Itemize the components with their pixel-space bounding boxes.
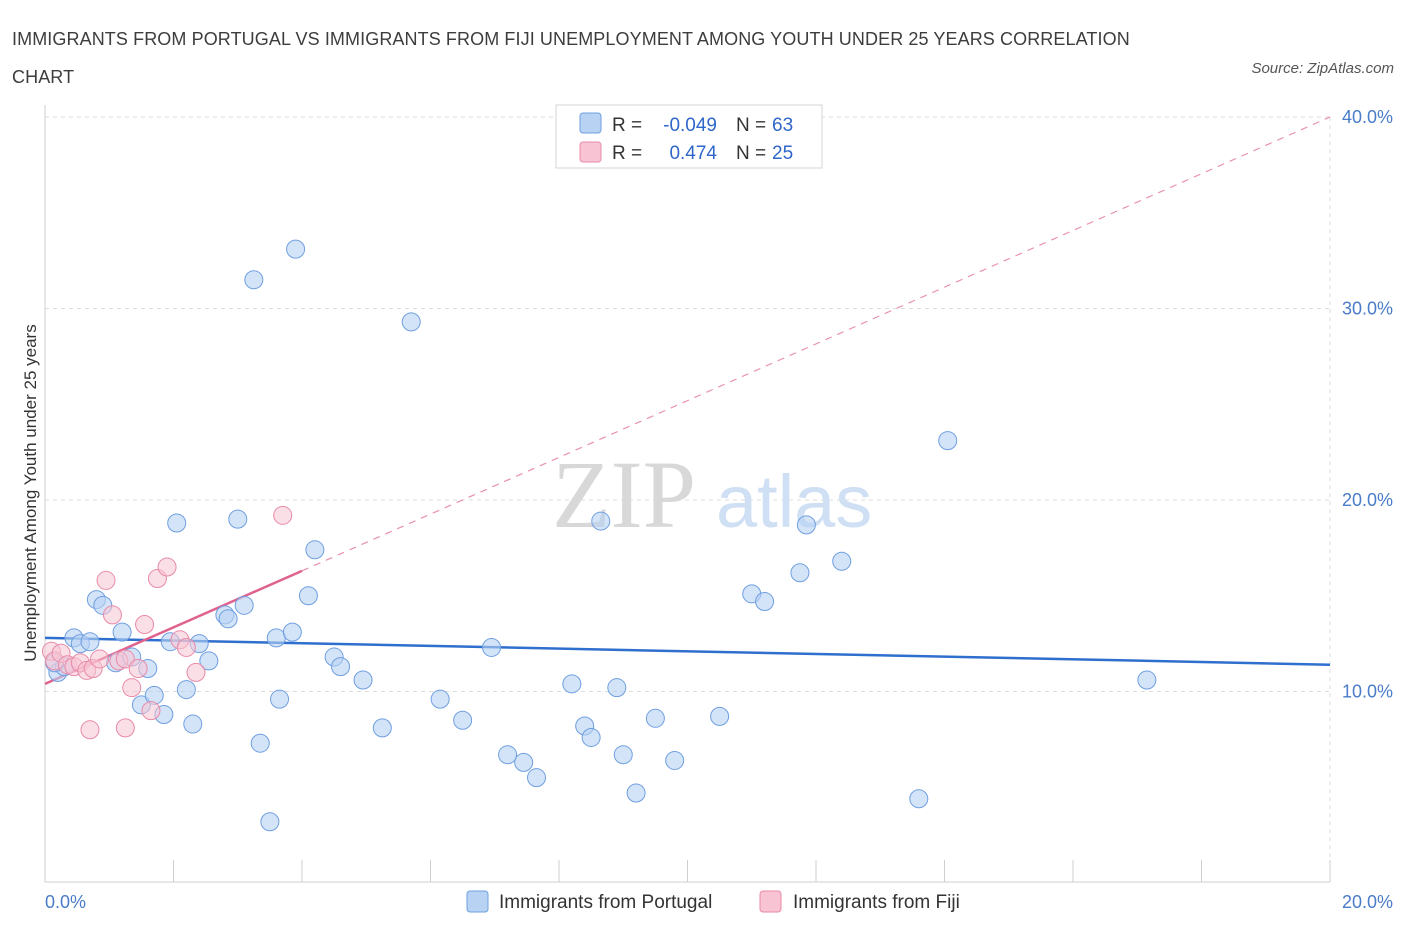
point-fiji: [157, 557, 177, 577]
chart-title: IMMIGRANTS FROM PORTUGAL VS IMMIGRANTS F…: [12, 29, 1130, 87]
point-portugal: [591, 511, 611, 531]
point-portugal: [613, 745, 633, 765]
point-portugal: [298, 586, 318, 606]
series-legend: Immigrants from Portugal Immigrants from…: [466, 890, 960, 913]
y-tick-labels: 10.0% 20.0% 30.0% 40.0%: [1342, 107, 1393, 702]
point-portugal: [482, 637, 502, 657]
point-portugal: [527, 768, 547, 788]
point-fiji: [273, 505, 293, 525]
point-portugal: [710, 706, 730, 726]
point-portugal: [401, 312, 421, 332]
legend-n-value-portugal: 63: [772, 115, 793, 136]
legend-r-value-fiji: 0.474: [669, 143, 717, 164]
point-portugal: [909, 789, 929, 809]
legend-swatch-fiji: [579, 141, 602, 163]
point-portugal: [80, 632, 100, 652]
point-portugal: [286, 239, 306, 259]
point-portugal: [372, 718, 392, 738]
point-portugal: [453, 710, 473, 730]
point-fiji: [135, 614, 155, 634]
point-fiji: [102, 605, 122, 625]
point-portugal: [1137, 670, 1157, 690]
point-portugal: [228, 509, 248, 529]
point-portugal: [244, 270, 264, 290]
watermark-atlas: atlas: [716, 460, 872, 543]
point-portugal: [305, 540, 325, 560]
legend-r-label-portugal: R =: [612, 115, 642, 136]
watermark-zip: ZIP: [552, 441, 696, 548]
series-swatch-portugal: [466, 890, 489, 913]
legend-n-value-fiji: 25: [772, 143, 793, 164]
point-fiji: [90, 649, 110, 669]
point-fiji: [115, 718, 135, 738]
point-portugal: [562, 674, 582, 694]
portugal-trend-line: [44, 636, 1331, 666]
legend-r-label-fiji: R =: [612, 143, 642, 164]
series-swatch-fiji: [759, 890, 782, 913]
point-fiji: [186, 662, 206, 682]
point-portugal: [112, 622, 132, 642]
legend-n-label-portugal: N =: [736, 115, 766, 136]
point-fiji: [115, 649, 135, 669]
point-portugal: [796, 515, 816, 535]
point-portugal: [353, 670, 373, 690]
point-portugal: [832, 551, 852, 571]
source-label: Source: ZipAtlas.com: [1251, 60, 1394, 77]
y-tick-label: 10.0%: [1342, 682, 1393, 702]
point-portugal: [626, 783, 646, 803]
point-portugal: [218, 609, 238, 629]
point-portugal: [430, 689, 450, 709]
x-tick-max: 20.0%: [1342, 892, 1393, 912]
legend-swatch-portugal: [579, 112, 602, 134]
point-portugal: [270, 689, 290, 709]
point-fiji: [141, 701, 161, 721]
point-portugal: [282, 622, 302, 642]
point-portugal: [176, 680, 196, 700]
point-portugal: [234, 595, 254, 615]
point-fiji: [176, 637, 196, 657]
correlation-legend: R = -0.049 N = 63 R = 0.474 N = 25: [555, 104, 823, 169]
legend-n-label-fiji: N =: [736, 143, 766, 164]
point-portugal: [607, 678, 627, 698]
series-label-fiji: Immigrants from Fiji: [793, 892, 960, 913]
y-tick-label: 20.0%: [1342, 490, 1393, 510]
point-portugal: [645, 708, 665, 728]
point-portugal: [581, 727, 601, 747]
fiji-trend-extension: [301, 116, 1331, 572]
point-portugal: [938, 431, 958, 451]
point-portugal: [331, 657, 351, 677]
point-fiji: [96, 570, 116, 590]
point-portugal: [266, 628, 286, 648]
axes: [44, 105, 1331, 883]
point-portugal: [665, 750, 685, 770]
point-fiji: [122, 678, 142, 698]
point-fiji: [80, 720, 100, 740]
data-points: [41, 239, 1157, 832]
y-tick-label: 30.0%: [1342, 299, 1393, 319]
y-tick-label: 40.0%: [1342, 107, 1393, 127]
point-portugal: [250, 733, 270, 753]
series-label-portugal: Immigrants from Portugal: [499, 892, 712, 913]
point-portugal: [755, 591, 775, 611]
point-portugal: [790, 563, 810, 583]
point-portugal: [199, 651, 219, 671]
point-portugal: [167, 513, 187, 533]
point-portugal: [514, 752, 534, 772]
point-fiji: [128, 659, 148, 679]
point-portugal: [144, 685, 164, 705]
point-portugal: [183, 714, 203, 734]
x-tick-min: 0.0%: [45, 892, 86, 912]
legend-r-value-portugal: -0.049: [663, 115, 717, 136]
y-axis-label: Unemployment Among Youth under 25 years: [21, 324, 40, 661]
point-portugal: [498, 745, 518, 765]
point-portugal: [260, 812, 280, 832]
